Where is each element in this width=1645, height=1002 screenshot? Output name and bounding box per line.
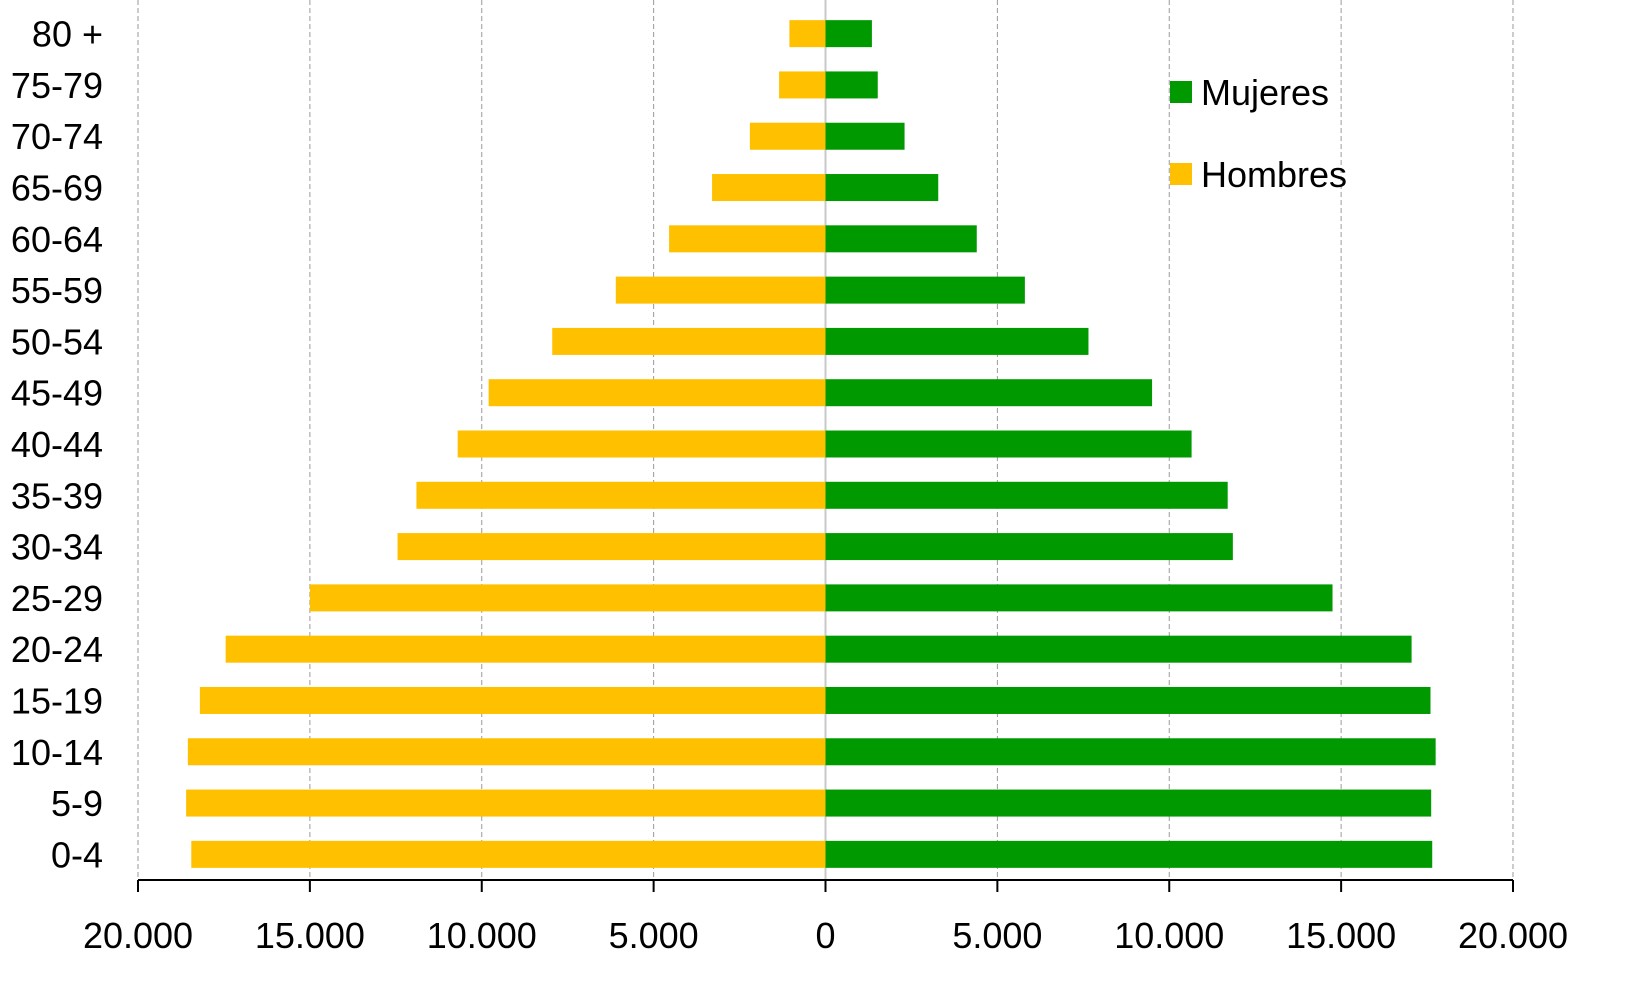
bar-hombres <box>615 276 826 304</box>
bar-hombres <box>779 71 826 99</box>
category-label: 0-4 <box>51 834 103 875</box>
legend-label-hombres: Hombres <box>1201 154 1347 195</box>
bar-mujeres <box>825 533 1233 561</box>
category-label: 60-64 <box>11 219 103 260</box>
bar-hombres <box>397 533 826 561</box>
category-label: 55-59 <box>11 270 103 311</box>
category-label: 20-24 <box>11 629 103 670</box>
legend-swatch-mujeres <box>1170 81 1192 103</box>
category-label: 80 + <box>32 14 103 55</box>
bar-mujeres <box>825 174 939 202</box>
bar-hombres <box>457 430 826 458</box>
legend: Mujeres Hombres <box>1170 72 1347 195</box>
category-label: 50-54 <box>11 321 103 362</box>
category-label: 75-79 <box>11 65 103 106</box>
category-label: 5-9 <box>51 783 103 824</box>
legend-label-mujeres: Mujeres <box>1201 72 1329 113</box>
x-tick-label: 15.000 <box>255 915 365 956</box>
x-tick-label: 15.000 <box>1286 915 1396 956</box>
bar-hombres <box>416 481 826 509</box>
bar-hombres <box>199 686 826 714</box>
bar-mujeres <box>825 276 1025 304</box>
bar-hombres <box>712 174 826 202</box>
category-label: 65-69 <box>11 168 103 209</box>
bar-mujeres <box>825 584 1333 612</box>
x-tick-label: 5.000 <box>952 915 1042 956</box>
bar-mujeres <box>825 738 1436 766</box>
bar-hombres <box>488 379 826 407</box>
category-label: 70-74 <box>11 116 103 157</box>
bar-hombres <box>309 584 826 612</box>
x-tick-label: 5.000 <box>609 915 699 956</box>
bar-hombres <box>225 635 826 663</box>
bar-mujeres <box>825 840 1433 868</box>
category-label: 10-14 <box>11 732 103 773</box>
category-label: 30-34 <box>11 527 103 568</box>
bar-mujeres <box>825 71 878 99</box>
bar-mujeres <box>825 225 977 253</box>
x-tick-label: 0 <box>815 915 835 956</box>
category-label: 40-44 <box>11 424 103 465</box>
category-labels: 0-4 5-9 10-14 15-19 20-24 25-29 30-34 35-39 40-4… <box>11 14 103 876</box>
x-tick-label: 10.000 <box>427 915 537 956</box>
legend-swatch-hombres <box>1170 163 1192 185</box>
bar-mujeres <box>825 686 1431 714</box>
bar-mujeres <box>825 789 1432 817</box>
bar-hombres <box>187 738 826 766</box>
bar-mujeres <box>825 327 1089 355</box>
x-axis: 20.000 15.000 10.000 5.000 0 5.000 10.000 15.00… <box>83 879 1568 956</box>
category-label: 45-49 <box>11 373 103 414</box>
bar-mujeres <box>825 122 905 150</box>
category-label: 25-29 <box>11 578 103 619</box>
bar-mujeres <box>825 379 1153 407</box>
bar-hombres <box>669 225 826 253</box>
bar-hombres <box>191 840 826 868</box>
bar-hombres <box>552 327 826 355</box>
bar-mujeres <box>825 635 1412 663</box>
x-tick-label: 10.000 <box>1114 915 1224 956</box>
bar-hombres <box>186 789 826 817</box>
bar-mujeres <box>825 20 872 48</box>
x-tick-label: 20.000 <box>83 915 193 956</box>
bar-mujeres <box>825 430 1192 458</box>
x-tick-label: 20.000 <box>1458 915 1568 956</box>
category-label: 15-19 <box>11 680 103 721</box>
bars <box>186 20 1436 868</box>
bar-hombres <box>789 20 826 48</box>
bar-mujeres <box>825 481 1228 509</box>
category-label: 35-39 <box>11 475 103 516</box>
bar-hombres <box>749 122 826 150</box>
